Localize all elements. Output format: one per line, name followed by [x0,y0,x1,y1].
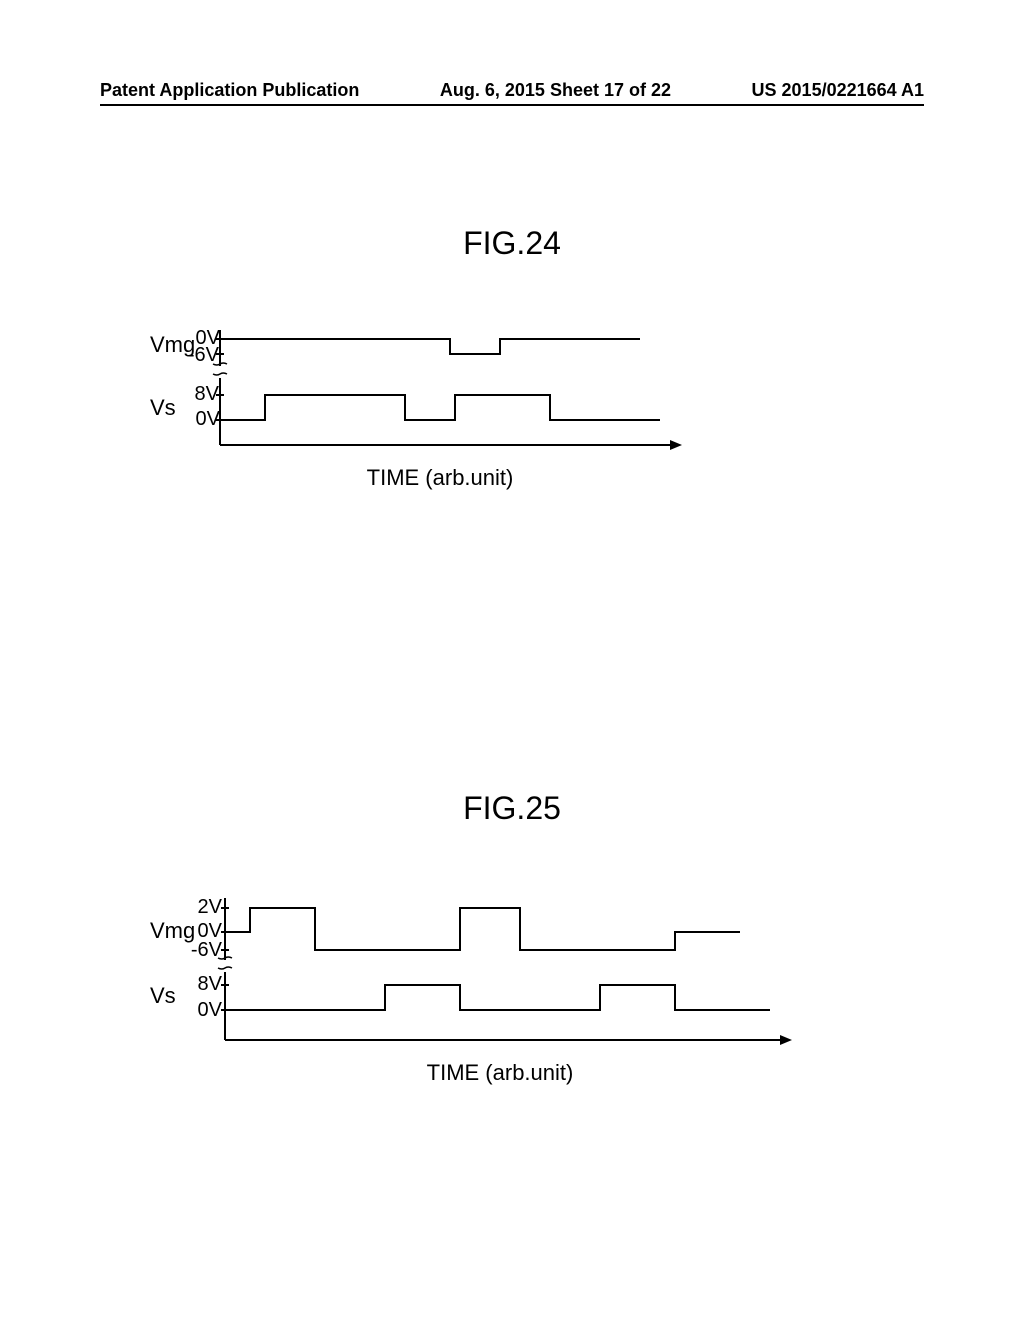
fig24-break2 [213,373,227,375]
fig25-vmg-wave [225,908,740,950]
fig24-arrow [670,440,682,450]
header-center: Aug. 6, 2015 Sheet 17 of 22 [440,80,671,101]
page-header: Patent Application Publication Aug. 6, 2… [0,80,1024,101]
fig25-break2 [218,967,232,969]
fig25-vs-wave [225,985,770,1010]
fig25-vmg-level-0: 2V [195,896,222,919]
fig24-vs-label: Vs [150,395,176,421]
fig25-vmg-level-2: -6V [180,939,222,962]
fig24-chart: Vmg 0V -6V Vs 8V 0V TIME (arb.unit) [180,320,840,570]
fig25-xlabel: TIME (arb.unit) [360,1060,640,1086]
fig24-vmg-wave [220,339,640,354]
fig25-vs-label: Vs [150,983,176,1009]
fig24-vs-level-0: 8V [192,383,219,406]
fig25-arrow [780,1035,792,1045]
fig24-vs-wave [220,395,660,420]
fig25-title: FIG.25 [0,790,1024,827]
fig24-title: FIG.24 [0,225,1024,262]
header-left: Patent Application Publication [100,80,359,101]
fig24-xlabel: TIME (arb.unit) [310,465,570,491]
fig25-vs-level-0: 8V [195,973,222,996]
fig24-vs-level-1: 0V [193,408,220,431]
fig25-vs-level-1: 0V [195,999,222,1022]
fig25-chart: Vmg 2V 0V -6V Vs 8V 0V TIME (arb.unit) [180,890,910,1170]
fig24-vmg-level-1: -6V [177,344,219,367]
header-right: US 2015/0221664 A1 [752,80,924,101]
header-divider [100,104,924,106]
